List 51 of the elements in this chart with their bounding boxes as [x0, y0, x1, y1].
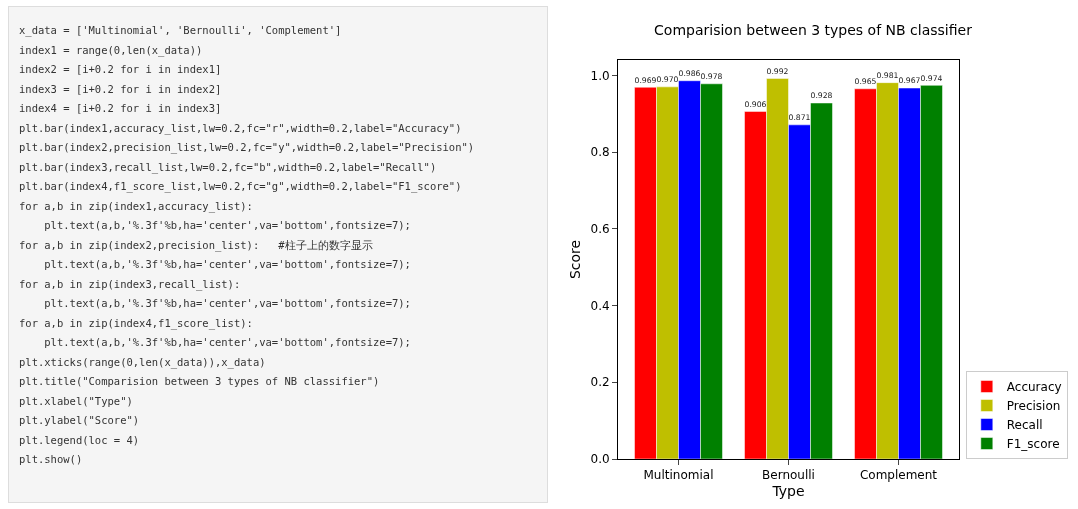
- x-tick-label: Multinomial: [643, 468, 714, 483]
- text: plt.bar(index3,recall_list,lw=0.2,fc="b",width=0.2,label="Recall"): [19, 159, 438, 176]
- data-label: 0.970: [656, 75, 679, 85]
- x-tick-label: Complement: [859, 468, 938, 483]
- text: plt.ylabel("Score"): [19, 413, 141, 428]
- data-label: 0.974: [920, 73, 943, 83]
- legend-label: F1_score: [1006, 437, 1060, 452]
- text: plt.xticks(range(0,len(x_data)),x_data): [19, 354, 267, 371]
- text: plt.legend(loc = 4): [19, 432, 141, 448]
- data-label: 0.981: [876, 71, 899, 81]
- data-label: 0.871: [788, 113, 811, 123]
- text: index2 = [i+0.2 for i in index1]: [19, 62, 223, 77]
- text: plt.text(a,b,'%.3f'%b,ha='center',va='bottom',fontsize=7);: [43, 335, 412, 350]
- y-tick-label: 0.2: [590, 375, 610, 390]
- text: plt.bar(index1,accuracy_list,lw=0.2,fc="r",width=0.2,label="Accuracy"): [19, 120, 463, 137]
- text: plt.text(a,b,'%.3f'%b,ha='center',va='bottom',fontsize=7);: [43, 296, 412, 311]
- text: plt.bar(index4,f1_score_list,lw=0.2,fc="g",width=0.2,label="F1_score"): [19, 179, 463, 195]
- text: plt.show(): [19, 452, 84, 467]
- data-label: 0.986: [678, 69, 701, 79]
- text: plt.text(a,b,'%.3f'%b,ha='center',va='bottom',fontsize=7);: [43, 218, 412, 233]
- y-tick-label: 0.4: [590, 298, 610, 313]
- text: for a,b in zip(index1,accuracy_list):: [19, 198, 254, 215]
- y-tick-label: 0.6: [590, 222, 610, 237]
- y-tick-label: 1.0: [590, 68, 610, 83]
- data-label: 0.992: [766, 66, 789, 76]
- text: for a,b in zip(index3,recall_list):: [19, 276, 242, 293]
- y-tick-label: 0.0: [590, 452, 610, 467]
- data-label: 0.965: [854, 77, 877, 87]
- data-label: 0.969: [634, 75, 657, 85]
- data-label: 0.967: [898, 76, 921, 86]
- text: index4 = [i+0.2 for i in index3]: [19, 101, 223, 116]
- data-label: 0.928: [810, 91, 833, 101]
- text: plt.xlabel("Type"): [19, 393, 134, 409]
- data-label: 0.906: [744, 99, 767, 109]
- text: for a,b in zip(index2,precision_list): #柱子上的数字显示: [19, 237, 374, 254]
- y-tick-label: 0.8: [590, 145, 610, 160]
- legend-label: Accuracy: [1006, 380, 1062, 395]
- text: index1 = range(0,len(x_data)): [19, 42, 204, 59]
- legend-label: Precision: [1006, 399, 1061, 414]
- x-tick-label: Bernoulli: [762, 468, 815, 483]
- text: for a,b in zip(index4,f1_score_list):: [19, 315, 254, 332]
- data-label: 0.978: [700, 72, 723, 82]
- chart-title: Comparision between 3 types of NB classifier: [654, 22, 973, 39]
- text: plt.text(a,b,'%.3f'%b,ha='center',va='bottom',fontsize=7);: [43, 257, 412, 272]
- legend-label: Recall: [1006, 418, 1043, 433]
- text: x_data = ['Multinomial', 'Bernoulli', 'Complement']: [19, 23, 343, 39]
- text: plt.bar(index2,precision_list,lw=0.2,fc="y",width=0.2,label="Precision"): [19, 140, 476, 156]
- text: index3 = [i+0.2 for i in index2]: [19, 81, 223, 97]
- y-axis-title: Score: [567, 239, 583, 280]
- text: plt.title("Comparision between 3 types of NB classifier"): [19, 374, 381, 389]
- x-axis-title: Type: [771, 482, 805, 499]
